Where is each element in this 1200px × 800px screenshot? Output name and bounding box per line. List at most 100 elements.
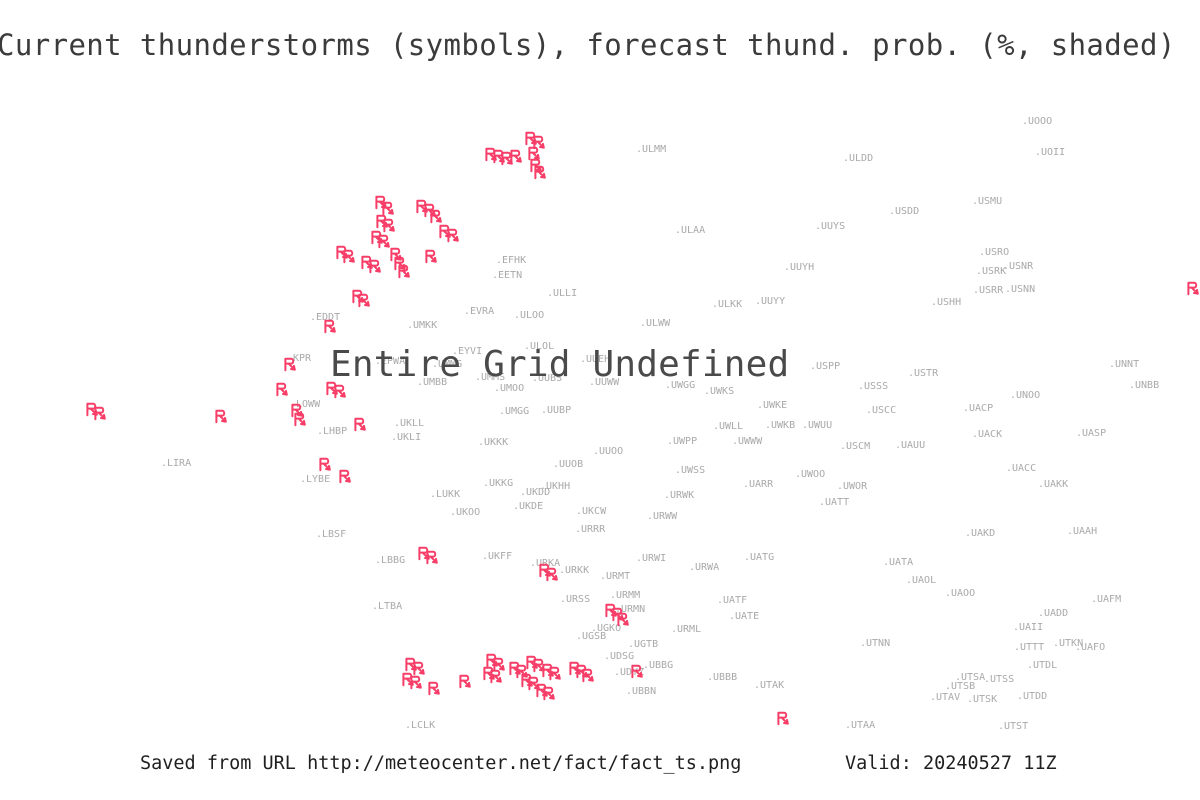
- station-label: .UOOO: [1022, 116, 1053, 127]
- station-label: .URKA: [530, 558, 561, 569]
- station-label: .UUBS: [532, 373, 563, 384]
- station-label: .ULWW: [640, 318, 671, 329]
- station-label: .URKK: [559, 565, 590, 576]
- thunderstorm-icon: [412, 661, 427, 676]
- station-label: .UKCW: [576, 506, 607, 517]
- valid-time-text: Valid: 20240527 11Z: [845, 753, 1057, 774]
- station-label: .URSS: [560, 594, 591, 605]
- station-label: .UUYS: [815, 221, 846, 232]
- station-label: .UWUU: [802, 420, 833, 431]
- thunderstorm-icon: [611, 607, 626, 622]
- thunderstorm-icon: [93, 406, 108, 421]
- station-label: .UARR: [743, 479, 774, 490]
- station-label: .UAFM: [1091, 594, 1122, 605]
- station-label: .UUOB: [553, 459, 584, 470]
- station-label: .LYBE: [300, 474, 331, 485]
- station-label: .UDYZ: [614, 667, 645, 678]
- station-label: .URWK: [664, 490, 695, 501]
- station-label: .UASP: [1076, 428, 1107, 439]
- station-label: .UAAH: [1067, 526, 1098, 537]
- station-label: .URMT: [600, 571, 631, 582]
- station-label: .UWOR: [837, 481, 868, 492]
- station-label: .UATA: [883, 557, 914, 568]
- thunderstorm-icon: [776, 711, 791, 726]
- station-label: .UACP: [963, 403, 994, 414]
- station-label: .UAOO: [945, 588, 976, 599]
- thunderstorm-icon: [85, 402, 100, 417]
- station-label: .ULOO: [514, 310, 545, 321]
- station-label: .UATE: [729, 611, 760, 622]
- thunderstorm-icon: [381, 201, 396, 216]
- station-label: .UTSA: [955, 672, 986, 683]
- thunderstorm-icon: [548, 666, 563, 681]
- thunderstorm-icon: [545, 567, 560, 582]
- station-label: .UBBG: [643, 660, 674, 671]
- station-label: .EPWA: [375, 356, 406, 367]
- station-label: .USPP: [810, 361, 841, 372]
- thunderstorm-icon: [357, 293, 372, 308]
- thunderstorm-icon: [492, 657, 507, 672]
- station-label: .UAKK: [1038, 479, 1069, 490]
- station-label: .UUYH: [784, 262, 815, 273]
- station-label: .UUYY: [755, 296, 786, 307]
- thunderstorm-icon: [377, 234, 392, 249]
- station-label: .USRK: [976, 266, 1007, 277]
- station-label: .UTTT: [1014, 642, 1045, 653]
- station-label: .ULLI: [547, 288, 578, 299]
- thunderstorm-icon: [368, 259, 383, 274]
- thunderstorm-icon: [532, 658, 547, 673]
- thunderstorm-icon: [500, 151, 515, 166]
- station-label: .URWW: [647, 511, 678, 522]
- station-label: .UAFO: [1075, 642, 1106, 653]
- station-label: .UKFF: [482, 551, 513, 562]
- station-label: .UUEH: [580, 354, 611, 365]
- grid-undefined-message: Entire Grid Undefined: [330, 344, 790, 385]
- station-label: .UTAV: [930, 692, 961, 703]
- thunderstorm-icon: [458, 674, 473, 689]
- station-label: .LBBG: [375, 555, 406, 566]
- thunderstorm-icon: [446, 228, 461, 243]
- station-label: .UACK: [972, 429, 1003, 440]
- station-label: .ULOL: [524, 341, 555, 352]
- thunderstorm-icon: [293, 412, 308, 427]
- station-label: .LBSF: [316, 529, 347, 540]
- station-label: .USCM: [840, 441, 871, 452]
- station-label: .EYVI: [452, 346, 483, 357]
- thunderstorm-icon: [533, 165, 548, 180]
- thunderstorm-icon: [542, 686, 557, 701]
- station-label: .UKDD: [520, 487, 551, 498]
- station-label: .UWSS: [675, 465, 706, 476]
- thunderstorm-icon: [524, 131, 539, 146]
- thunderstorm-icon: [404, 657, 419, 672]
- thunderstorm-icon: [616, 612, 631, 627]
- thunderstorm-icon: [389, 247, 404, 262]
- thunderstorm-icon: [509, 149, 524, 164]
- station-label: .UAKD: [965, 528, 996, 539]
- station-label: .USRR: [973, 285, 1004, 296]
- station-label: .USSS: [858, 381, 889, 392]
- station-label: .UGTB: [628, 639, 659, 650]
- thunderstorm-icon: [425, 550, 440, 565]
- station-label: .UKHH: [540, 481, 571, 492]
- station-label: .UTKN: [1053, 638, 1084, 649]
- station-label: .UKOO: [450, 507, 481, 518]
- station-label: .LCLK: [405, 720, 436, 731]
- station-label: .EFHK: [496, 255, 527, 266]
- station-label: .URMM: [610, 590, 641, 601]
- station-label: .UWKE: [757, 400, 788, 411]
- station-label: .UTAA: [845, 720, 876, 731]
- station-label: .UAUU: [895, 440, 926, 451]
- thunderstorm-icon: [397, 264, 412, 279]
- thunderstorm-icon: [1186, 281, 1200, 296]
- station-label: .USNR: [1003, 261, 1034, 272]
- station-label: .USTR: [908, 368, 939, 379]
- station-label: .UBBB: [707, 672, 738, 683]
- thunderstorm-icon: [342, 249, 357, 264]
- station-label: .ULAA: [675, 225, 706, 236]
- station-label: .UAOL: [906, 575, 937, 586]
- station-label: .UAII: [1013, 622, 1044, 633]
- thunderstorm-icon: [323, 319, 338, 334]
- station-label: .UTAK: [754, 680, 785, 691]
- station-label: .UTNN: [860, 638, 891, 649]
- station-label: .ULMM: [636, 144, 667, 155]
